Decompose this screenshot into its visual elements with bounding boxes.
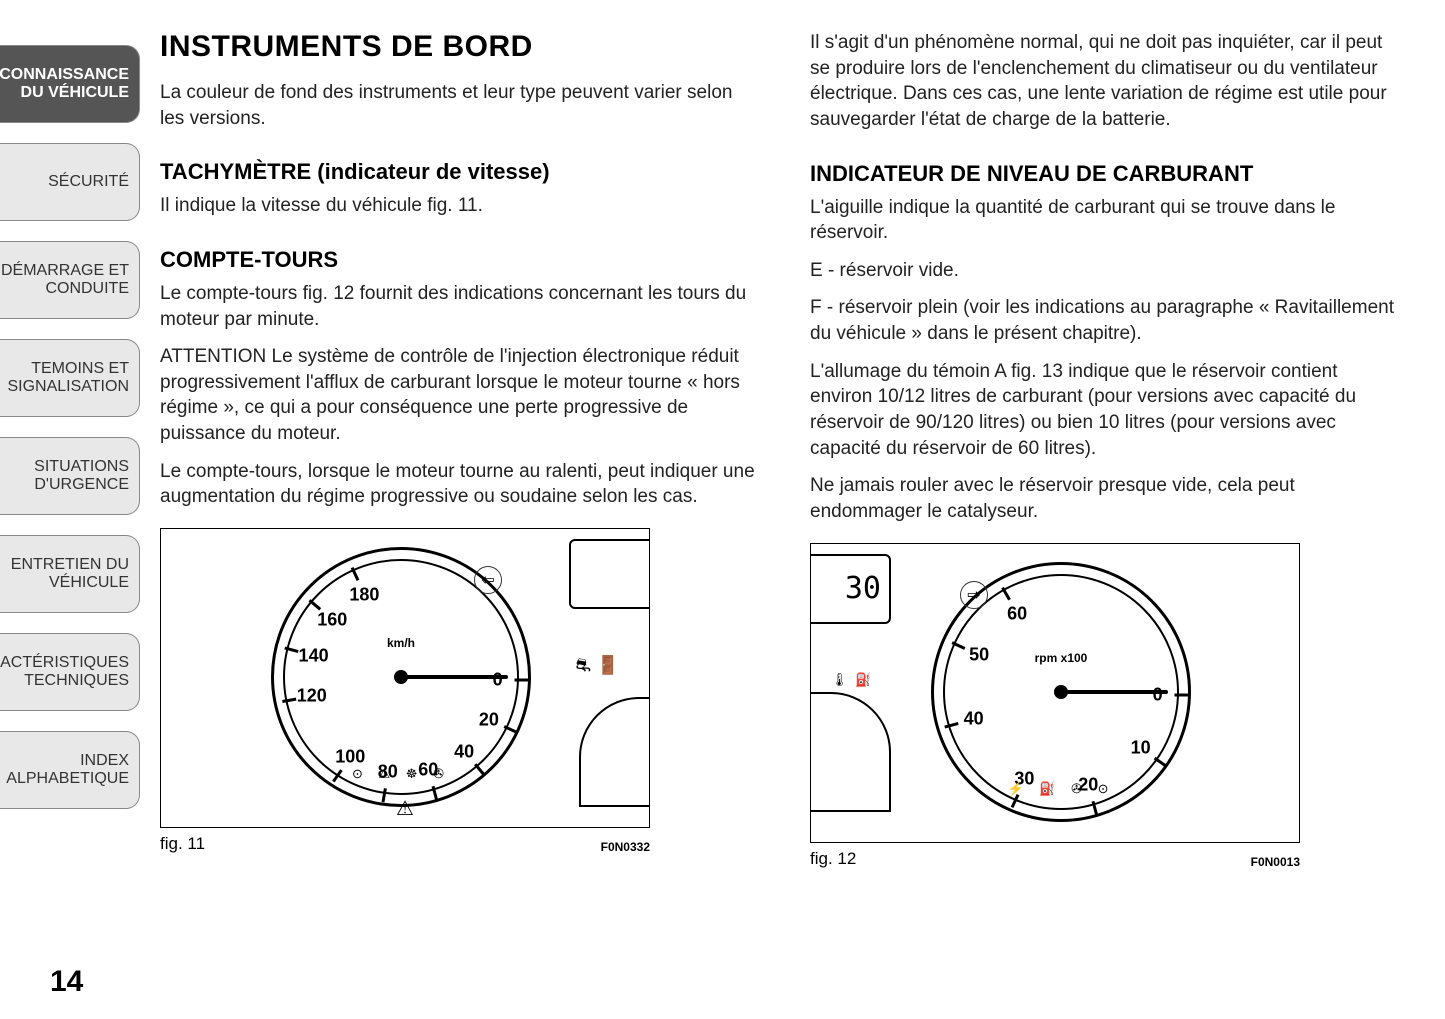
gauge-number: 180 <box>349 585 379 606</box>
tab-label: ENTRETIEN DU VÉHICULE <box>0 556 129 591</box>
p-tachy: Il indique la vitesse du véhicule fig. 1… <box>160 193 755 219</box>
gauge-number: 0 <box>493 670 503 691</box>
dash-subgauge-fragment <box>810 692 891 812</box>
warning-triangle-icon: ⚠ <box>396 796 414 821</box>
gauge-number: 0 <box>1153 684 1163 705</box>
gauge-tick <box>1174 693 1188 696</box>
fuel-icon: ⛽ <box>855 672 871 688</box>
right-column: Il s'agit d'un phénomène normal, qui ne … <box>810 30 1405 1009</box>
gauge-number: 100 <box>335 746 365 767</box>
figure-12: 30 🌡 ⛽ rpm x100 ⇨ 0102030405060⚡ ⛽ ✇ ⊙ <box>810 543 1300 843</box>
figure-12-wrap: 30 🌡 ⛽ rpm x100 ⇨ 0102030405060⚡ ⛽ ✇ ⊙ f… <box>810 543 1405 869</box>
p-compte1: Le compte-tours fig. 12 fournit des indi… <box>160 281 755 332</box>
p-compte3: Le compte-tours, lorsque le moteur tourn… <box>160 459 755 510</box>
right-arrow-icon: ⇨ <box>960 581 988 609</box>
heading-compte-tours: COMPTE-TOURS <box>160 247 755 273</box>
fig-code: F0N0332 <box>601 840 650 854</box>
p-compte2: ATTENTION Le système de contrôle de l'in… <box>160 344 755 447</box>
sidebar-tab-securite[interactable]: SÉCURITÉ <box>0 143 140 221</box>
gauge-number: 40 <box>454 741 474 762</box>
page-number: 14 <box>50 965 83 999</box>
tab-label: TEMOINS ET SIGNALISATION <box>0 360 129 395</box>
gauge-number: 20 <box>479 709 499 730</box>
figure-11-wrap: ⛐ 🚪 km/h ⇦ 020406080100120140160180⊙ ⚠ ☸… <box>160 528 755 854</box>
gauge-number: 50 <box>969 645 989 666</box>
temp-icon: 🌡 <box>831 672 848 688</box>
content: INSTRUMENTS DE BORD La couleur de fond d… <box>140 0 1445 1019</box>
tachometer-gauge: rpm x100 ⇨ 0102030405060⚡ ⛽ ✇ ⊙ <box>931 562 1191 822</box>
fig-code: F0N0013 <box>1251 855 1300 869</box>
left-column: INSTRUMENTS DE BORD La couleur de fond d… <box>160 30 755 1009</box>
figure-12-caption: fig. 12 F0N0013 <box>810 849 1300 869</box>
page-title: INSTRUMENTS DE BORD <box>160 30 755 64</box>
p-fuel3: F - réservoir plein (voir les indication… <box>810 295 1405 346</box>
gauge-number: 10 <box>1131 738 1151 759</box>
figure-11: ⛐ 🚪 km/h ⇦ 020406080100120140160180⊙ ⚠ ☸… <box>160 528 650 828</box>
tab-label: CONNAISSANCE DU VÉHICULE <box>0 66 129 101</box>
tab-label: DÉMARRAGE ET CONDUITE <box>0 262 129 297</box>
p-fuel5: Ne jamais rouler avec le réservoir presq… <box>810 473 1405 524</box>
gauge-needle <box>401 675 508 679</box>
gauge-needle <box>1061 690 1168 694</box>
heading-tachymetre: TACHYMÈTRE (indicateur de vitesse) <box>160 159 755 185</box>
left-arrow-icon: ⇦ <box>474 566 502 594</box>
sidebar: CONNAISSANCE DU VÉHICULE SÉCURITÉ DÉMARR… <box>0 0 140 1019</box>
figure-11-caption: fig. 11 F0N0332 <box>160 834 650 854</box>
fig-label: fig. 11 <box>160 834 205 854</box>
door-icon: 🚪 <box>597 655 619 676</box>
gauge-warning-icons: ⚡ ⛽ ✇ ⊙ <box>934 781 1188 797</box>
speedometer-gauge: km/h ⇦ 020406080100120140160180⊙ ⚠ ☸ ✇ <box>271 547 531 807</box>
fig-label: fig. 12 <box>810 849 856 869</box>
gauge-warning-icons: ⊙ ⚠ ☸ ✇ <box>274 766 528 782</box>
sidebar-tab-connaissance[interactable]: CONNAISSANCE DU VÉHICULE <box>0 45 140 123</box>
tab-label: SÉCURITÉ <box>48 173 129 191</box>
sidebar-tab-index[interactable]: INDEX ALPHABETIQUE <box>0 731 140 809</box>
sidebar-tab-urgence[interactable]: SITUATIONS D'URGENCE <box>0 437 140 515</box>
tab-label: CARACTÉRISTIQUES TECHNIQUES <box>0 654 129 689</box>
sidebar-tab-caracteristiques[interactable]: CARACTÉRISTIQUES TECHNIQUES <box>0 633 140 711</box>
intro-text: La couleur de fond des instruments et le… <box>160 80 755 131</box>
p-fuel1: L'aiguille indique la quantité de carbur… <box>810 195 1405 246</box>
sidebar-tab-temoins[interactable]: TEMOINS ET SIGNALISATION <box>0 339 140 417</box>
heading-fuel: INDICATEUR DE NIVEAU DE CARBURANT <box>810 161 1405 187</box>
gauge-number: 40 <box>964 708 984 729</box>
gauge-number: 120 <box>297 686 327 707</box>
p-fuel2: E - réservoir vide. <box>810 258 1405 284</box>
tab-label: INDEX ALPHABETIQUE <box>0 752 129 787</box>
dash-subgauge-fragment <box>579 697 650 807</box>
p-fuel4: L'allumage du témoin A fig. 13 indique q… <box>810 359 1405 462</box>
tab-label: SITUATIONS D'URGENCE <box>0 458 129 493</box>
dash-lcd-fragment <box>569 539 650 609</box>
p-right1: Il s'agit d'un phénomène normal, qui ne … <box>810 30 1405 133</box>
seatbelt-icon: ⛐ <box>575 655 591 679</box>
dash-lcd-fragment: 30 <box>810 554 891 624</box>
sidebar-tab-entretien[interactable]: ENTRETIEN DU VÉHICULE <box>0 535 140 613</box>
gauge-number: 140 <box>299 645 329 666</box>
gauge-number: 60 <box>1007 603 1027 624</box>
sidebar-tab-demarrage[interactable]: DÉMARRAGE ET CONDUITE <box>0 241 140 319</box>
gauge-number: 160 <box>317 609 347 630</box>
gauge-tick <box>514 679 528 682</box>
